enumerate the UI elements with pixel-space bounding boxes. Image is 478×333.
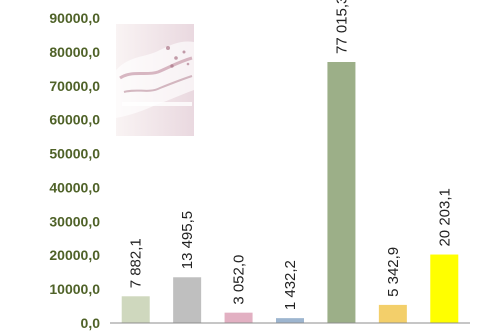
y-tick-label: 60000,0	[49, 112, 100, 128]
bar	[121, 296, 150, 323]
y-tick-label: 20000,0	[49, 247, 100, 263]
bars	[121, 62, 459, 324]
bar	[276, 318, 304, 323]
bar	[430, 254, 459, 323]
y-tick-label: 50000,0	[49, 146, 100, 162]
y-axis: 0,0 10000,0 20000,0 30000,0 40000,0 50000,0 60…	[49, 10, 100, 331]
y-tick-label: 0,0	[81, 315, 101, 331]
bar-value-label: 7 882,1	[128, 238, 145, 288]
y-tick-label: 70000,0	[49, 78, 100, 94]
background-map-image	[116, 24, 194, 136]
data-labels: 7 882,1 13 495,5 3 052,0 1 432,2 77 015,3 5 3…	[128, 0, 454, 310]
bar-value-label: 13 495,5	[179, 211, 196, 269]
bar-value-label: 20 203,1	[436, 188, 453, 246]
bar	[378, 304, 407, 323]
bar	[327, 62, 356, 324]
bar-value-label: 3 052,0	[231, 255, 248, 305]
y-tick-label: 10000,0	[49, 281, 100, 297]
bar-value-label: 1 432,2	[282, 260, 299, 310]
y-tick-label: 80000,0	[49, 44, 100, 60]
bar-value-label: 77 015,3	[333, 0, 350, 54]
bar	[224, 312, 253, 323]
bar	[173, 277, 202, 323]
y-tick-label: 40000,0	[49, 179, 100, 195]
y-tick-label: 90000,0	[49, 10, 100, 26]
bar-value-label: 5 342,9	[385, 247, 402, 297]
y-tick-label: 30000,0	[49, 213, 100, 229]
